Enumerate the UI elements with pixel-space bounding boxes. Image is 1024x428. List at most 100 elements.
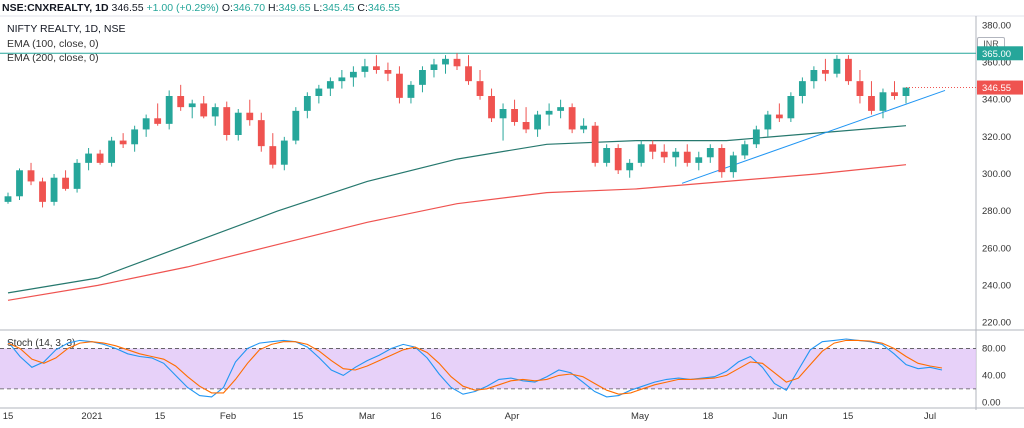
candle-body bbox=[580, 125, 588, 130]
price-tick-label: 340.00 bbox=[982, 95, 1011, 106]
time-tick-label: Apr bbox=[505, 411, 520, 422]
time-tick-label: Mar bbox=[359, 411, 375, 422]
candle-body bbox=[879, 92, 887, 111]
ema100-line bbox=[7, 125, 907, 294]
candle-body bbox=[649, 144, 657, 152]
time-tick-label: 15 bbox=[3, 411, 14, 422]
candle-body bbox=[349, 71, 357, 78]
last-price: 346.55 bbox=[111, 2, 144, 14]
candle-body bbox=[303, 96, 311, 111]
candle-body bbox=[85, 153, 92, 163]
candle-body bbox=[822, 70, 829, 74]
legend-title[interactable]: NIFTY REALTY, 1D, NSE bbox=[7, 23, 126, 35]
time-tick-label: Jun bbox=[772, 411, 787, 422]
candle-body bbox=[419, 70, 426, 85]
stoch-d-line bbox=[7, 339, 943, 395]
candle-body bbox=[280, 140, 288, 165]
candle-body bbox=[211, 107, 219, 117]
candle-body bbox=[292, 110, 300, 141]
stoch-tick-label: 0.00 bbox=[982, 397, 1001, 408]
time-tick-label: 2021 bbox=[81, 411, 102, 422]
candle-body bbox=[891, 92, 898, 96]
candle-body bbox=[868, 96, 875, 111]
candle-body bbox=[637, 144, 645, 163]
candle-body bbox=[787, 96, 795, 119]
candle-body bbox=[62, 177, 69, 189]
stoch-k-line bbox=[7, 338, 943, 398]
price-tick-label: 240.00 bbox=[982, 280, 1011, 291]
candle-body bbox=[545, 110, 553, 115]
candle-body bbox=[603, 148, 611, 163]
candle-body bbox=[326, 81, 334, 89]
time-tick-label: Jul bbox=[924, 411, 936, 422]
price-tick-label: 380.00 bbox=[982, 20, 1011, 31]
stoch-band bbox=[0, 348, 976, 389]
ema200-line bbox=[7, 164, 907, 301]
candle-body bbox=[499, 109, 507, 119]
candle-body bbox=[177, 96, 185, 108]
candle-body bbox=[672, 151, 680, 158]
close-label: C: bbox=[357, 2, 368, 14]
candle-body bbox=[108, 140, 116, 163]
candle-body bbox=[338, 77, 346, 82]
candle-body bbox=[718, 148, 726, 173]
candle-body bbox=[246, 112, 254, 121]
candle-body bbox=[511, 109, 518, 122]
candle-body bbox=[856, 81, 864, 96]
stoch-legend[interactable]: Stoch (14, 3, 3) bbox=[7, 338, 76, 349]
candle-body bbox=[4, 196, 12, 202]
candle-body bbox=[430, 64, 438, 70]
candle-body bbox=[16, 170, 23, 197]
time-tick-label: May bbox=[631, 411, 649, 422]
time-tick-label: 18 bbox=[703, 411, 714, 422]
candle-body bbox=[223, 107, 231, 135]
time-tick-label: 15 bbox=[155, 411, 166, 422]
candle-body bbox=[614, 148, 622, 171]
candle-body bbox=[902, 87, 910, 96]
high-value: 349.65 bbox=[278, 2, 311, 14]
candle-body bbox=[706, 148, 714, 158]
candle-body bbox=[775, 114, 783, 119]
candle-body bbox=[142, 118, 150, 130]
candle-body bbox=[833, 58, 841, 74]
candle-body bbox=[453, 58, 461, 67]
candle-body bbox=[73, 162, 81, 189]
candle-body bbox=[465, 66, 472, 82]
candle-body bbox=[154, 118, 162, 124]
candle-body bbox=[165, 96, 173, 124]
candle-body bbox=[361, 66, 369, 72]
symbol-header: NSE:CNXREALTY, 1D 346.55 +1.00 (+0.29%) … bbox=[0, 0, 1024, 16]
candle-body bbox=[741, 144, 749, 156]
candle-body bbox=[534, 114, 541, 130]
last-price-tag bbox=[977, 80, 1023, 95]
price-tick-label: 320.00 bbox=[982, 132, 1011, 143]
legend-ema200[interactable]: EMA (200, close, 0) bbox=[7, 52, 99, 64]
time-tick-label: Feb bbox=[220, 411, 236, 422]
candle-body bbox=[131, 129, 139, 145]
candle-body bbox=[476, 81, 484, 96]
candle-body bbox=[396, 73, 403, 98]
price-tick-label: 360.00 bbox=[982, 58, 1011, 69]
symbol-title[interactable]: NSE:CNXREALTY, 1D bbox=[2, 2, 109, 14]
candle-body bbox=[488, 96, 495, 119]
trend-line bbox=[681, 89, 946, 184]
price-tick-label: 280.00 bbox=[982, 206, 1011, 217]
open-value: 346.70 bbox=[232, 2, 266, 14]
stoch-tick-label: 80.00 bbox=[982, 343, 1006, 354]
candle-body bbox=[407, 84, 415, 98]
hline-price-tag bbox=[977, 46, 1023, 61]
low-label: L: bbox=[313, 2, 323, 14]
candle-body bbox=[683, 151, 691, 163]
open-label: O: bbox=[221, 2, 233, 14]
candle-body bbox=[764, 114, 772, 130]
candle-body bbox=[27, 170, 35, 182]
candle-body bbox=[257, 120, 265, 147]
candle-body bbox=[695, 157, 703, 163]
hline-price-label: 365.00 bbox=[982, 49, 1011, 60]
high-label: H: bbox=[268, 2, 279, 14]
candle-body bbox=[798, 81, 806, 96]
candle-body bbox=[729, 155, 737, 173]
candle-body bbox=[39, 181, 46, 202]
legend-ema100[interactable]: EMA (100, close, 0) bbox=[7, 37, 99, 50]
